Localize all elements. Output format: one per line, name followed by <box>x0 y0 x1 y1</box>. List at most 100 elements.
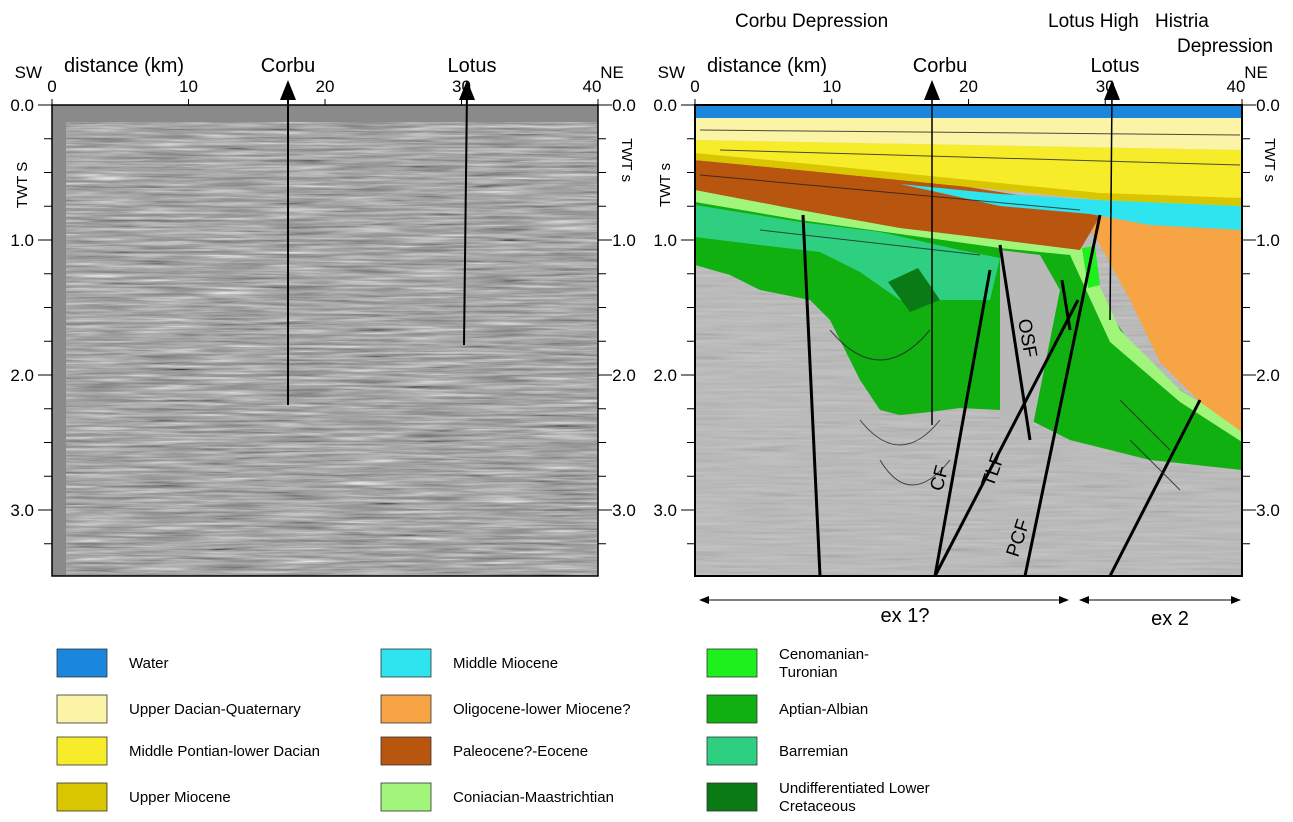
fault-line <box>1060 279 1072 331</box>
axis-title: TWT s <box>1261 138 1278 182</box>
y-tick-label: 3.0 <box>10 501 34 520</box>
x-tick-label: 10 <box>179 77 198 96</box>
extension-label: ex 1? <box>881 605 930 627</box>
axis-title: TWT s <box>657 163 674 207</box>
well-marker <box>280 80 296 100</box>
legend-label: Coniacian-Maastrichtian <box>453 789 614 806</box>
direction-label: NE <box>1244 63 1268 82</box>
seismic-image <box>66 122 598 576</box>
y-tick-label: 1.0 <box>10 231 34 250</box>
layer <box>1080 212 1242 432</box>
fault-line <box>998 244 1032 441</box>
horizons <box>699 129 1241 491</box>
direction-label: SW <box>658 63 685 82</box>
legend-label: Cretaceous <box>779 798 856 815</box>
well-label: Lotus <box>448 55 497 77</box>
legend-swatch <box>380 648 432 678</box>
legend-label: Water <box>129 655 168 672</box>
legend-swatch <box>706 782 758 812</box>
x-tick-label: 0 <box>47 77 56 96</box>
well-label: Corbu <box>913 55 967 77</box>
legend-swatch <box>706 694 758 724</box>
legend-label: Barremian <box>779 743 848 760</box>
region-label: Depression <box>1177 36 1273 57</box>
basement <box>1000 250 1060 440</box>
layer <box>695 153 1242 206</box>
axis-title: TWT s <box>618 138 635 182</box>
axis-title: distance (km) <box>64 55 184 77</box>
layer <box>695 195 1242 470</box>
well-label: Lotus <box>1091 55 1140 77</box>
x-tick-label: 30 <box>452 77 471 96</box>
fault-line <box>1108 399 1202 577</box>
fault-line <box>933 299 1080 577</box>
axis-title: TWT S <box>14 162 31 208</box>
well-line <box>463 91 468 346</box>
x-tick-label: 40 <box>1227 77 1246 96</box>
legend-label: Undifferentiated Lower <box>779 780 930 797</box>
legend-swatch <box>380 782 432 812</box>
legend-label: Paleocene?-Eocene <box>453 743 588 760</box>
x-tick-label: 20 <box>316 77 335 96</box>
y-tick-label: 3.0 <box>653 501 677 520</box>
legend-label: Middle Miocene <box>453 655 558 672</box>
y-tick-label: 1.0 <box>1256 231 1280 250</box>
legend-swatch <box>56 648 108 678</box>
region-label: Lotus High <box>1048 11 1139 32</box>
layer <box>695 160 1100 250</box>
legend-swatch <box>56 782 108 812</box>
legend-label: Oligocene-lower Miocene? <box>453 701 631 718</box>
well-line <box>1109 91 1113 321</box>
fault-line <box>933 269 992 577</box>
y-tick-label: 1.0 <box>653 231 677 250</box>
well-marker <box>459 80 475 100</box>
well-marker <box>924 80 940 100</box>
y-tick-label: 0.0 <box>1256 96 1280 115</box>
legend-swatch <box>706 736 758 766</box>
legend-label: Upper Dacian-Quaternary <box>129 701 301 718</box>
fault-line <box>801 214 822 577</box>
legend-label: Turonian <box>779 664 838 681</box>
legend-swatch <box>56 736 108 766</box>
legend-swatch <box>706 648 758 678</box>
legend-label: Aptian-Albian <box>779 701 868 718</box>
y-tick-label: 2.0 <box>1256 366 1280 385</box>
layer <box>695 205 1000 300</box>
layer <box>695 140 1242 206</box>
y-tick-label: 0.0 <box>653 96 677 115</box>
x-tick-label: 0 <box>690 77 699 96</box>
x-tick-label: 30 <box>1096 77 1115 96</box>
legend-swatch <box>56 694 108 724</box>
legend-swatch <box>380 694 432 724</box>
legend-label: Middle Pontian-lower Dacian <box>129 743 320 760</box>
region-label: Histria <box>1155 11 1209 32</box>
extension-label: ex 2 <box>1151 608 1189 630</box>
direction-label: SW <box>15 63 42 82</box>
x-tick-label: 40 <box>583 77 602 96</box>
legend-swatch <box>380 736 432 766</box>
legend-label: Upper Miocene <box>129 789 231 806</box>
axis-title: distance (km) <box>707 55 827 77</box>
fault-line <box>1023 214 1102 577</box>
layer <box>695 105 1242 118</box>
layer <box>695 118 1242 150</box>
direction-label: NE <box>600 63 624 82</box>
y-tick-label: 3.0 <box>1256 501 1280 520</box>
y-tick-label: 0.0 <box>612 96 636 115</box>
layer <box>695 190 1242 442</box>
well-marker <box>1104 80 1120 100</box>
layer <box>888 268 940 312</box>
legend-label: Cenomanian- <box>779 646 869 663</box>
y-tick-label: 1.0 <box>612 231 636 250</box>
x-tick-label: 10 <box>822 77 841 96</box>
well-label: Corbu <box>261 55 315 77</box>
y-tick-label: 2.0 <box>612 366 636 385</box>
y-tick-label: 3.0 <box>612 501 636 520</box>
layer <box>900 184 1242 230</box>
y-tick-label: 2.0 <box>10 366 34 385</box>
interpretation <box>694 80 1243 577</box>
x-tick-label: 20 <box>959 77 978 96</box>
y-tick-label: 2.0 <box>653 366 677 385</box>
region-label: Corbu Depression <box>735 11 888 32</box>
